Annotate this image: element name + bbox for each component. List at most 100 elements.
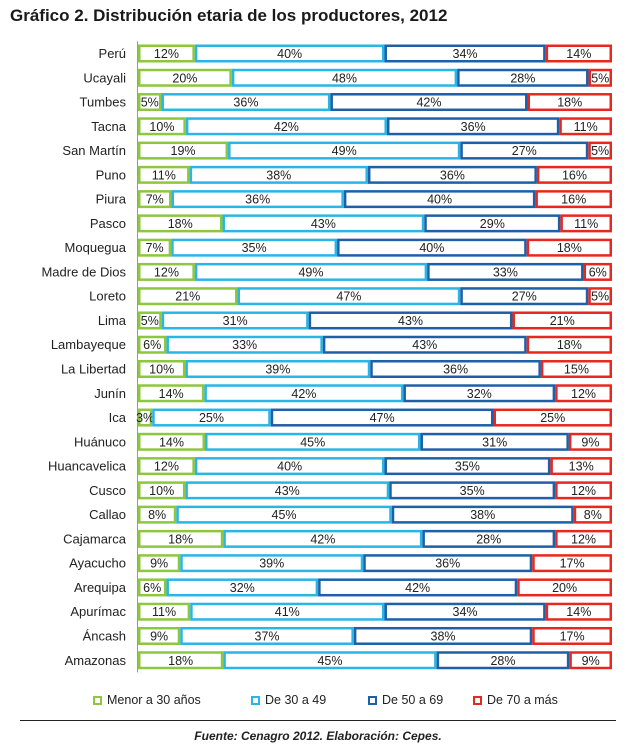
data-label-puno-series-4: 16%	[562, 168, 587, 182]
bar-segment-junin-series-3	[403, 384, 556, 403]
bar-segment-ancash-series-1	[138, 626, 181, 645]
data-label-puno-series-1: 11%	[152, 168, 176, 182]
bar-segment-piura-series-1	[138, 190, 172, 209]
bar-segment-ica-series-1	[138, 408, 153, 427]
bar-segment-piura-series-2	[171, 190, 344, 209]
data-label-huancavelica-series-2: 40%	[277, 460, 302, 474]
bar-segment-tacna-series-2	[185, 117, 387, 136]
bar-segment-cajamarca-series-1	[138, 529, 224, 548]
data-label-arequipa-series-1: 6%	[143, 581, 161, 595]
data-label-peru-series-4: 14%	[566, 47, 591, 61]
bar-segment-puno-series-2	[189, 165, 368, 184]
bar-segment-lambayeque-series-2	[166, 335, 323, 354]
category-label-junin: Junín	[94, 386, 126, 401]
category-label-lima: Lima	[98, 313, 127, 328]
data-label-lambayeque-series-4: 18%	[557, 338, 582, 352]
data-label-apurimac-series-4: 14%	[566, 605, 591, 619]
legend-label: De 50 a 69	[382, 693, 444, 707]
data-label-loreto-series-2: 47%	[336, 290, 361, 304]
data-label-ica-series-3: 47%	[370, 411, 395, 425]
data-label-callao-series-1: 8%	[148, 508, 166, 522]
legend-swatch	[473, 695, 482, 705]
data-label-ica-series-1: 3%	[136, 411, 154, 425]
data-label-lambayeque-series-3: 43%	[412, 338, 437, 352]
bar-segment-tacna-series-4	[559, 117, 612, 136]
bar-segment-cusco-series-4	[555, 481, 612, 500]
data-label-lima-series-4: 21%	[550, 314, 575, 328]
category-label-apurimac: Apurímac	[70, 604, 126, 619]
data-label-loreto-series-4: 5%	[591, 290, 609, 304]
data-label-amazonas-series-3: 28%	[490, 654, 515, 668]
category-label-san-martin: San Martín	[62, 143, 126, 158]
category-label-moquegua: Moquegua	[65, 240, 127, 255]
data-label-lima-series-3: 43%	[398, 314, 423, 328]
data-label-ancash-series-1: 9%	[150, 629, 168, 643]
bar-segment-arequipa-series-2	[166, 578, 319, 597]
bar-segment-moquegua-series-3	[337, 238, 527, 257]
data-label-callao-series-4: 8%	[584, 508, 602, 522]
bar-segment-cajamarca-series-3	[422, 529, 556, 548]
bar-segment-loreto-series-1	[138, 287, 238, 306]
stacked-bar-chart: Perú 12% 40% 34% 14% Ucayali 20% 48% 28% 5% Tumbes…	[41, 41, 613, 673]
category-label-amazonas: Amazonas	[65, 653, 127, 668]
bar-segment-arequipa-series-4	[517, 578, 613, 597]
bar-segment-pasco-series-3	[424, 214, 561, 233]
data-label-loreto-series-3: 27%	[512, 290, 537, 304]
bar-segment-ancash-series-4	[532, 626, 613, 645]
data-label-cusco-series-3: 35%	[460, 484, 485, 498]
category-label-la-libertad: La Libertad	[61, 362, 126, 377]
bar-segment-pasco-series-4	[560, 214, 612, 233]
bar-segment-huanuco-series-4	[568, 432, 613, 451]
category-label-ucayali: Ucayali	[83, 70, 126, 85]
category-label-puno: Puno	[96, 167, 126, 182]
data-label-peru-series-3: 34%	[453, 47, 478, 61]
bar-segment-apurimac-series-1	[138, 602, 191, 621]
bar-segment-ica-series-4	[493, 408, 612, 427]
bar-segment-piura-series-4	[535, 190, 612, 209]
data-label-pasco-series-4: 11%	[574, 217, 598, 231]
bar-segment-lambayeque-series-1	[138, 335, 167, 354]
data-label-peru-series-1: 12%	[154, 47, 179, 61]
bar-segment-huancavelica-series-4	[550, 457, 613, 476]
data-label-ica-series-4: 25%	[540, 411, 565, 425]
bar-segment-piura-series-3	[343, 190, 536, 209]
category-label-cajamarca: Cajamarca	[63, 531, 127, 546]
data-label-peru-series-2: 40%	[277, 47, 302, 61]
bar-segment-la-libertad-series-4	[540, 360, 613, 379]
legend-item-menor-a-30-anos: Menor a 30 años	[93, 693, 201, 707]
data-label-lambayeque-series-1: 6%	[143, 338, 161, 352]
data-label-tacna-series-1: 10%	[149, 120, 174, 134]
data-label-madre-de-dios-series-4: 6%	[589, 265, 607, 279]
bar-segment-callao-series-2	[176, 505, 392, 524]
bar-segment-ucayali-series-1	[138, 68, 232, 87]
bar-segment-peru-series-1	[138, 44, 195, 63]
category-label-madre-de-dios: Madre de Dios	[41, 264, 126, 279]
data-label-cusco-series-1: 10%	[149, 484, 174, 498]
bar-segment-huancavelica-series-2	[194, 457, 385, 476]
bar-segment-ica-series-2	[152, 408, 271, 427]
category-label-huanuco: Huánuco	[74, 434, 126, 449]
bar-segment-ucayali-series-2	[231, 68, 458, 87]
category-label-piura: Piura	[96, 192, 127, 207]
bar-segment-tumbes-series-1	[138, 93, 162, 112]
data-label-pasco-series-3: 29%	[480, 217, 505, 231]
bar-segment-la-libertad-series-3	[370, 360, 541, 379]
bar-segment-tumbes-series-4	[527, 93, 613, 112]
category-label-lambayeque: Lambayeque	[51, 337, 126, 352]
bar-segment-madre-de-dios-series-3	[427, 262, 584, 281]
legend-label: De 30 a 49	[265, 693, 327, 707]
data-label-ayacucho-series-2: 39%	[259, 557, 284, 571]
bar-segment-junin-series-2	[204, 384, 404, 403]
bar-segment-san-martin-series-2	[228, 141, 461, 160]
data-label-lambayeque-series-2: 33%	[232, 338, 257, 352]
bar-segment-madre-de-dios-series-1	[138, 262, 195, 281]
data-label-junin-series-1: 14%	[159, 387, 184, 401]
data-label-callao-series-3: 38%	[470, 508, 495, 522]
bar-segment-cajamarca-series-4	[555, 529, 612, 548]
data-label-moquegua-series-4: 18%	[557, 241, 582, 255]
data-label-cajamarca-series-2: 42%	[310, 532, 335, 546]
data-label-huanuco-series-3: 31%	[482, 435, 507, 449]
bar-segment-lima-series-1	[138, 311, 162, 330]
data-label-tumbes-series-3: 42%	[416, 96, 441, 110]
bar-segment-ancash-series-2	[180, 626, 354, 645]
